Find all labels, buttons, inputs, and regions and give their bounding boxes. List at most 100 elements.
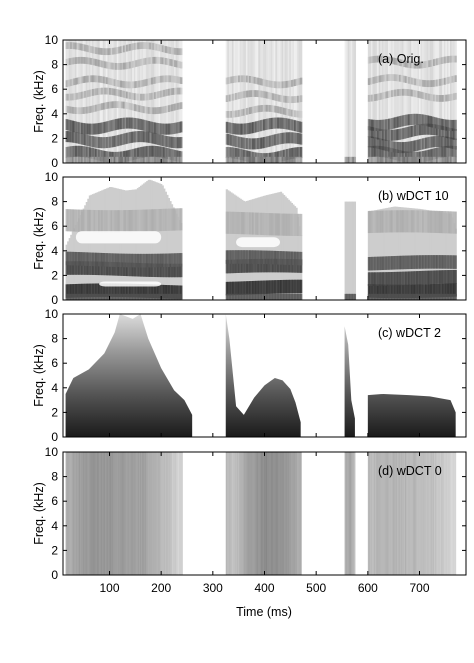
low-freq-energy: [275, 293, 278, 300]
low-freq-energy: [169, 293, 172, 300]
spectral-column: [169, 201, 172, 300]
formant-band: [68, 106, 71, 114]
formant-band: [167, 253, 171, 267]
formant-band: [82, 133, 85, 145]
formant-band: [440, 57, 443, 64]
formant-band: [412, 90, 415, 97]
formant-band: [250, 122, 253, 134]
formant-band: [160, 44, 163, 52]
formant-band: [241, 149, 244, 161]
low-freq-energy: [82, 293, 85, 300]
energy-column: [381, 452, 383, 575]
formant-band: [425, 80, 428, 87]
formant-band: [443, 146, 446, 158]
formant-band: [71, 106, 74, 114]
energy-column: [71, 452, 74, 575]
low-freq-energy: [437, 293, 440, 300]
formant-band: [76, 132, 79, 144]
formant-band: [138, 131, 141, 143]
formant-band: [169, 253, 172, 267]
formant-band: [290, 119, 293, 131]
formant-band: [397, 210, 400, 233]
low-freq-energy: [170, 293, 174, 300]
formant-band: [175, 263, 178, 278]
formant-band: [177, 122, 180, 134]
spectral-column: [273, 40, 276, 163]
formant-band: [418, 210, 422, 233]
low-freq-energy: [281, 293, 284, 300]
formant-band: [245, 281, 249, 295]
formant-band: [377, 284, 380, 298]
formant-band: [84, 123, 87, 135]
formant-band: [143, 58, 146, 65]
low-freq-energy: [270, 156, 273, 163]
formant-band: [398, 255, 401, 270]
spectral-column: [281, 193, 284, 300]
low-freq-energy: [437, 156, 440, 163]
spectral-column: [426, 40, 429, 163]
formant-band: [391, 57, 394, 65]
energy-column: [384, 452, 386, 575]
formant-band: [180, 61, 183, 69]
formant-band: [445, 211, 448, 234]
formant-band: [408, 141, 411, 153]
formant-band: [434, 124, 437, 136]
spectral-column: [239, 198, 242, 300]
formant-band: [275, 250, 278, 265]
spectral-column: [350, 201, 353, 300]
formant-band: [414, 78, 417, 86]
formant-band: [172, 285, 175, 299]
formant-band: [249, 138, 252, 150]
formant-band: [172, 263, 175, 278]
spectral-column: [76, 40, 79, 163]
formant-band: [152, 253, 155, 268]
formant-band: [247, 259, 250, 273]
formant-band: [370, 136, 374, 148]
formant-band: [287, 279, 290, 294]
formant-band: [241, 137, 244, 149]
formant-band: [295, 110, 298, 118]
formant-band: [431, 270, 434, 285]
formant-band: [409, 77, 412, 85]
formant-band: [297, 147, 300, 159]
formant-band: [236, 110, 239, 117]
formant-band: [231, 123, 235, 135]
formant-band: [454, 128, 457, 141]
formant-band: [105, 151, 109, 163]
formant-band: [77, 283, 81, 298]
low-freq-energy: [132, 156, 135, 163]
formant-band: [394, 271, 397, 286]
energy-column: [130, 452, 133, 575]
formant-band: [420, 151, 423, 163]
formant-band: [387, 140, 391, 152]
formant-band: [391, 90, 394, 97]
spectral-column: [409, 208, 412, 300]
low-freq-energy: [127, 293, 130, 300]
low-freq-energy: [266, 156, 269, 163]
formant-band: [124, 283, 127, 298]
formant-band: [129, 210, 132, 233]
energy-column: [435, 452, 437, 575]
formant-band: [129, 81, 132, 89]
formant-band: [121, 210, 124, 233]
formant-band: [238, 250, 241, 264]
formant-band: [244, 250, 247, 264]
spectral-column: [121, 189, 124, 300]
formant-band: [135, 118, 138, 130]
low-freq-energy: [395, 293, 398, 300]
formant-band: [107, 261, 110, 276]
formant-band: [76, 261, 79, 275]
formant-band: [422, 255, 425, 269]
formant-band: [161, 75, 164, 83]
energy-column: [452, 452, 455, 575]
formant-band: [122, 283, 126, 298]
spectral-column: [82, 40, 85, 163]
formant-band: [426, 93, 429, 101]
voiced-segment: [344, 201, 357, 300]
energy-column: [235, 452, 237, 575]
formant-band: [236, 281, 239, 296]
formant-band: [164, 123, 167, 135]
formant-band: [130, 209, 133, 233]
formant-band: [377, 137, 380, 149]
formant-band: [255, 250, 258, 264]
